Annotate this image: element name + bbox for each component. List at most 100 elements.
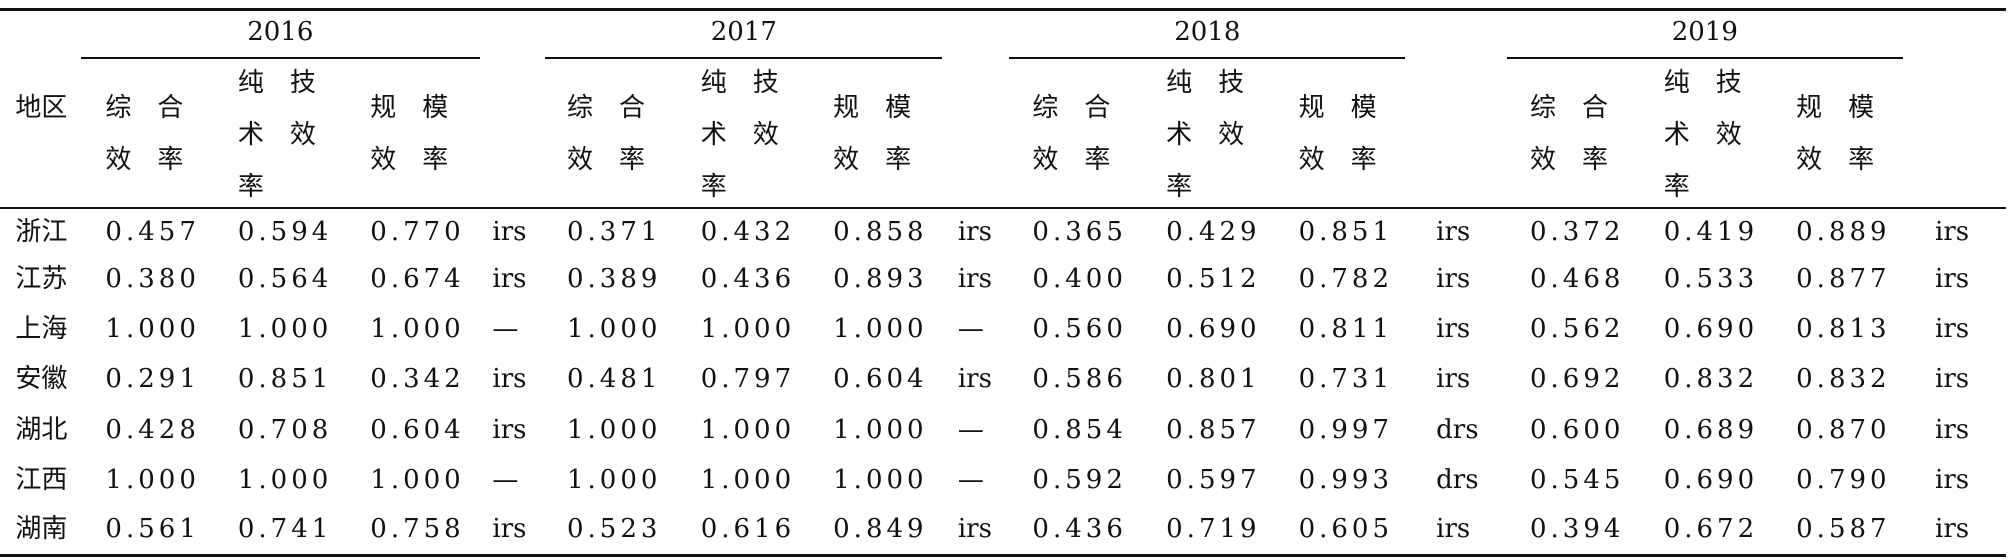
- region-name: 湖北: [15, 414, 68, 445]
- cell-value: 0.342: [370, 364, 465, 395]
- cell-value: 1.000: [567, 314, 662, 345]
- scale-return: drs: [1436, 414, 1479, 445]
- scale-return: —: [492, 464, 519, 495]
- cell-value: 0.857: [1166, 414, 1261, 445]
- cell-value: 0.432: [700, 216, 796, 247]
- cell-value: 0.832: [1663, 364, 1759, 395]
- cell-value: 0.690: [1663, 464, 1759, 495]
- rule: [545, 56, 943, 59]
- cell-value: 1.000: [833, 314, 928, 345]
- cell-value: 0.372: [1530, 216, 1625, 247]
- cell-value: 0.545: [1530, 464, 1625, 495]
- cell-value: 0.692: [1530, 364, 1625, 395]
- cell-value: 0.400: [1032, 264, 1127, 295]
- rule: [1009, 56, 1406, 59]
- cell-value: 0.481: [567, 364, 662, 395]
- scale-return: irs: [957, 264, 992, 295]
- rule: [81, 56, 480, 59]
- rule: [1506, 56, 1903, 59]
- cell-value: 0.561: [105, 513, 200, 544]
- region-name: 安徽: [15, 364, 68, 395]
- scale-return: irs: [492, 264, 527, 295]
- cell-value: 1.000: [567, 464, 662, 495]
- cell-value: 0.291: [105, 364, 200, 395]
- scale-return: drs: [1436, 464, 1479, 495]
- cell-value: 0.365: [1032, 216, 1127, 247]
- cell-value: 1.000: [700, 414, 796, 445]
- region-name: 江苏: [15, 264, 68, 295]
- cell-value: 0.468: [1530, 264, 1625, 295]
- scale-return: irs: [1436, 216, 1471, 247]
- cell-value: 0.851: [1298, 216, 1393, 247]
- scale-return: irs: [1935, 464, 1970, 495]
- scale-return: irs: [492, 414, 527, 445]
- scale-return: irs: [1436, 314, 1471, 345]
- cell-value: 0.592: [1032, 464, 1127, 495]
- scale-return: irs: [492, 364, 527, 395]
- cell-value: 0.690: [1166, 314, 1261, 345]
- year-header: 2017: [710, 17, 777, 48]
- cell-value: 1.000: [105, 464, 200, 495]
- cell-value: 1.000: [700, 464, 796, 495]
- cell-value: 0.533: [1663, 264, 1759, 295]
- scale-return: irs: [957, 513, 992, 544]
- cell-value: 1.000: [833, 414, 928, 445]
- scale-return: —: [957, 414, 984, 445]
- cell-value: 0.597: [1166, 464, 1261, 495]
- scale-return: irs: [1935, 364, 1970, 395]
- cell-value: 0.893: [833, 264, 928, 295]
- cell-value: 0.562: [1530, 314, 1625, 345]
- cell-value: 0.997: [1298, 414, 1393, 445]
- cell-value: 0.560: [1032, 314, 1127, 345]
- cell-value: 0.741: [237, 513, 333, 544]
- cell-value: 0.674: [370, 264, 465, 295]
- cell-value: 0.689: [1663, 414, 1759, 445]
- column-header: 规模效率: [833, 93, 938, 176]
- cell-value: 0.419: [1663, 216, 1759, 247]
- scale-return: irs: [1935, 314, 1970, 345]
- cell-value: 0.797: [700, 364, 796, 395]
- cell-value: 0.394: [1530, 513, 1625, 544]
- cell-value: 0.770: [370, 216, 465, 247]
- cell-value: 0.851: [237, 364, 333, 395]
- cell-value: 0.605: [1298, 513, 1393, 544]
- cell-value: 0.813: [1796, 314, 1891, 345]
- scale-return: —: [492, 314, 519, 345]
- year-header: 2019: [1671, 17, 1738, 48]
- scale-return: irs: [492, 216, 527, 247]
- cell-value: 0.801: [1166, 364, 1261, 395]
- cell-value: 0.457: [105, 216, 200, 247]
- cell-value: 0.436: [1032, 513, 1127, 544]
- year-header: 2018: [1174, 17, 1241, 48]
- scale-return: irs: [1436, 264, 1471, 295]
- column-header: 纯技术效率: [1663, 67, 1768, 202]
- scale-return: irs: [957, 364, 992, 395]
- cell-value: 0.889: [1796, 216, 1891, 247]
- column-header: 综合效率: [1530, 93, 1635, 176]
- column-header: 纯技术效率: [237, 67, 342, 202]
- cell-value: 0.371: [567, 216, 662, 247]
- cell-value: 0.436: [700, 264, 796, 295]
- cell-value: 0.719: [1166, 513, 1261, 544]
- cell-value: 0.993: [1298, 464, 1393, 495]
- cell-value: 0.389: [567, 264, 662, 295]
- cell-value: 0.811: [1298, 314, 1393, 345]
- cell-value: 0.564: [237, 264, 333, 295]
- cell-value: 1.000: [105, 314, 200, 345]
- cell-value: 0.512: [1166, 264, 1261, 295]
- cell-value: 0.523: [567, 513, 662, 544]
- cell-value: 0.858: [833, 216, 928, 247]
- scale-return: —: [957, 464, 984, 495]
- rule: [0, 207, 2006, 209]
- cell-value: 0.587: [1796, 513, 1891, 544]
- cell-value: 0.758: [370, 513, 465, 544]
- scale-return: irs: [957, 216, 992, 247]
- cell-value: 0.672: [1663, 513, 1759, 544]
- column-header: 规模效率: [370, 93, 475, 176]
- rule: [0, 554, 2006, 558]
- cell-value: 0.877: [1796, 264, 1891, 295]
- cell-value: 0.616: [700, 513, 796, 544]
- cell-value: 1.000: [567, 414, 662, 445]
- region-header: 地区: [15, 93, 68, 124]
